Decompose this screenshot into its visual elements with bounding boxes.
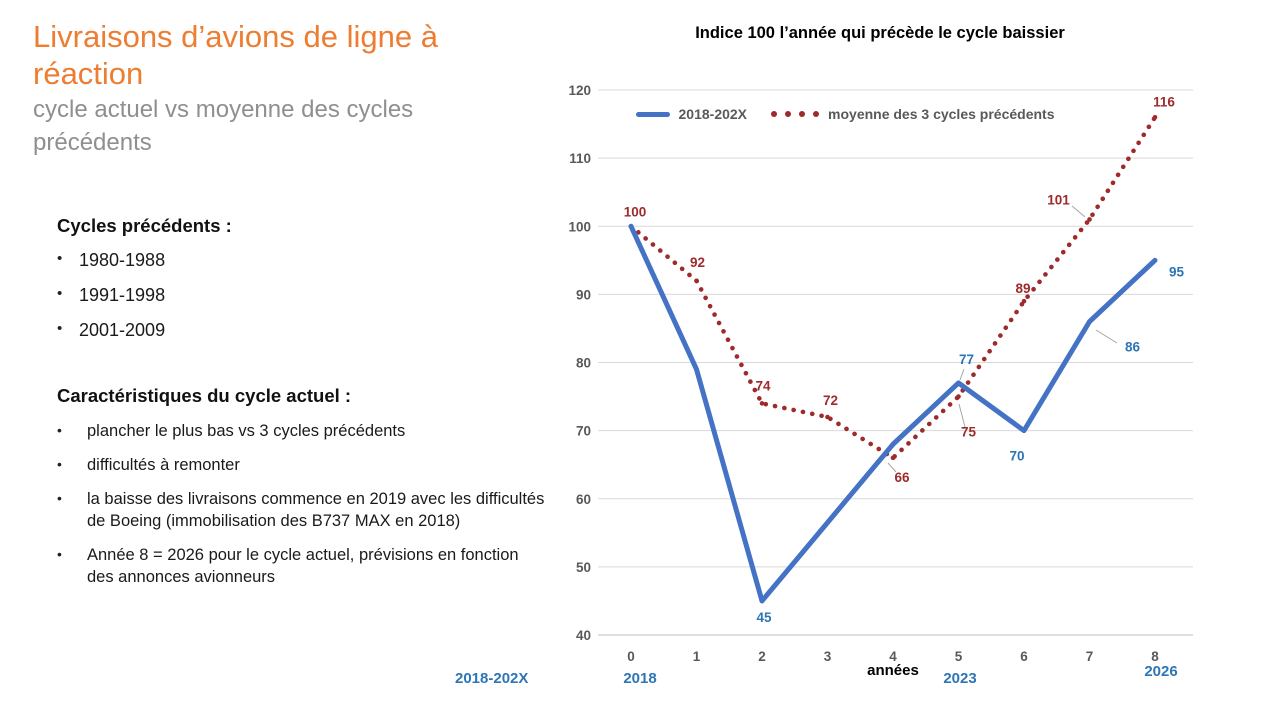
chart-title: Indice 100 l’année qui précède le cycle …	[695, 24, 1065, 42]
svg-text:1: 1	[693, 649, 701, 664]
svg-text:2: 2	[758, 649, 766, 664]
svg-text:7: 7	[1086, 649, 1094, 664]
series-current-cycle-line	[628, 223, 1158, 604]
data-label: 101	[1047, 192, 1070, 207]
legend-label-current-cycle: 2018-202X	[678, 106, 748, 122]
data-label: 95	[1169, 264, 1185, 279]
x-axis-ticks: 0 1 2 3 4 5 6 7 8	[627, 649, 1159, 664]
bullet-item: • Année 8 = 2026 pour le cycle actuel, pr…	[57, 545, 549, 589]
legend-item-average: moyenne des 3 cycles précédents	[771, 106, 1054, 122]
svg-text:80: 80	[576, 356, 591, 371]
body-text: Cycles précédents : • 1980-1988 • 1991-1998…	[57, 215, 549, 601]
svg-text:100: 100	[568, 219, 591, 234]
data-label: 89	[1015, 281, 1030, 296]
data-label: 77	[959, 352, 974, 367]
svg-text:70: 70	[576, 424, 591, 439]
solid-line-icon	[635, 111, 670, 117]
timeline-annotation-cycle: 2018-202X	[455, 670, 529, 687]
data-label: 45	[756, 610, 772, 625]
label-leader-lines	[887, 205, 1118, 473]
svg-text:90: 90	[576, 287, 591, 302]
data-label: 72	[823, 393, 838, 408]
data-labels: 45 77 70 86 95 100 92 74 72 66 75 89 101 116	[624, 94, 1185, 625]
svg-text:50: 50	[576, 560, 591, 575]
data-label: 70	[1009, 449, 1024, 464]
bullet-item: • la baisse des livraisons commence en 20…	[57, 489, 549, 533]
legend-item-current-cycle: 2018-202X	[635, 106, 748, 122]
timeline-annotation-2023: 2023	[943, 670, 977, 687]
title-block: Livraisons d’avions de ligne à réaction …	[33, 18, 513, 159]
svg-text:6: 6	[1020, 649, 1028, 664]
svg-text:60: 60	[576, 492, 591, 507]
previous-cycles-list: • 1980-1988 • 1991-1998 • 2001-2009	[57, 250, 549, 341]
bullet-icon: •	[57, 455, 62, 472]
svg-text:110: 110	[569, 151, 591, 166]
slide-subtitle: cycle actuel vs moyenne des cycles précé…	[33, 96, 414, 156]
y-axis-ticks: 40 50 60 70 80 90 100 110 120	[568, 83, 591, 643]
x-axis-title: années	[867, 662, 919, 679]
svg-text:3: 3	[824, 649, 832, 664]
bullet-icon: •	[57, 250, 63, 267]
chart-legend: 2018-202X moyenne des 3 cycles précédent…	[595, 106, 1095, 122]
data-label: 86	[1125, 340, 1141, 355]
timeline-annotation-2018: 2018	[623, 670, 657, 687]
current-cycle-list: • plancher le plus bas vs 3 cycles précéd…	[57, 421, 549, 589]
section-heading-current-cycle: Caractéristiques du cycle actuel :	[57, 385, 352, 406]
bullet-icon: •	[57, 320, 63, 337]
slide-title: Livraisons d’avions de ligne à réaction	[33, 19, 438, 92]
data-label: 74	[755, 378, 771, 393]
bullet-text: Année 8 = 2026 pour le cycle actuel, pré…	[87, 545, 519, 586]
svg-text:120: 120	[568, 83, 591, 98]
bullet-item: • difficultés à remonter	[57, 455, 549, 477]
data-label: 92	[690, 255, 705, 270]
series-average-line	[628, 114, 1158, 461]
svg-text:8: 8	[1151, 649, 1159, 664]
timeline-annotation-2026: 2026	[1144, 663, 1178, 680]
bullet-icon: •	[57, 422, 62, 438]
data-label: 116	[1153, 94, 1175, 109]
bullet-text: la baisse des livraisons commence en 201…	[87, 489, 545, 530]
bullet-text: 1991-1998	[79, 285, 166, 305]
dotted-line-icon	[771, 111, 820, 117]
data-label: 66	[894, 470, 910, 485]
bullet-text: plancher le plus bas vs 3 cycles précéde…	[87, 422, 406, 440]
bullet-item: • plancher le plus bas vs 3 cycles précéd…	[57, 421, 549, 443]
data-label: 100	[624, 204, 647, 219]
bullet-text: difficultés à remonter	[87, 455, 240, 474]
gridlines	[598, 89, 1193, 636]
bullet-text: 2001-2009	[79, 320, 166, 340]
legend-label-average: moyenne des 3 cycles précédents	[828, 106, 1055, 122]
bullet-item: • 1980-1988	[57, 250, 549, 271]
bullet-text: 1980-1988	[79, 250, 166, 270]
bullet-item: • 2001-2009	[57, 320, 549, 341]
bullet-icon: •	[57, 489, 62, 506]
bullet-item: • 1991-1998	[57, 285, 549, 306]
svg-text:40: 40	[576, 628, 591, 643]
data-label: 75	[961, 425, 977, 440]
bullet-icon: •	[57, 545, 62, 562]
svg-text:4: 4	[889, 649, 897, 664]
section-heading-previous-cycles: Cycles précédents :	[57, 215, 232, 236]
svg-text:5: 5	[955, 649, 963, 664]
svg-text:0: 0	[627, 649, 635, 664]
bullet-icon: •	[57, 285, 63, 302]
